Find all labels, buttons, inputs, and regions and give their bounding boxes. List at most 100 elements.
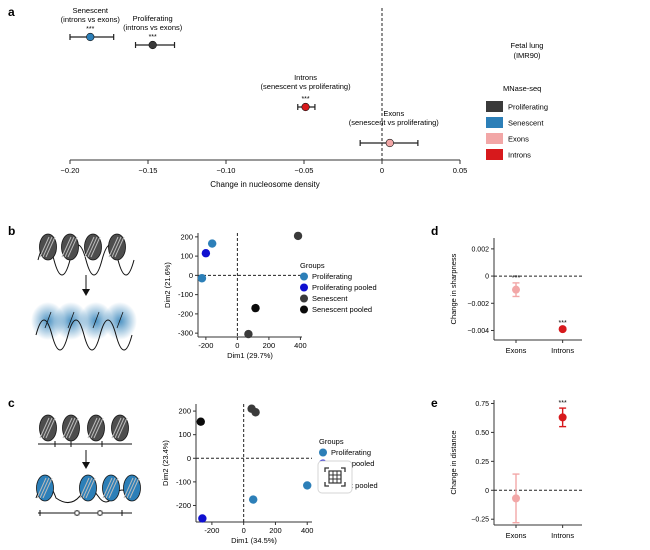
point-a xyxy=(86,32,95,42)
legend-label: Proliferating pooled xyxy=(312,283,377,292)
point-a xyxy=(385,138,394,148)
legend-swatch-a xyxy=(486,117,503,128)
nucleosome-stripe xyxy=(108,236,119,258)
x-tick-label-a: −0.05 xyxy=(295,166,314,175)
x-tick-label: Introns xyxy=(551,531,574,540)
y-tick-label: -100 xyxy=(176,477,191,486)
panel-label-e: e xyxy=(431,396,438,410)
nucleosome-stripe xyxy=(90,236,101,258)
legend-title-a: MNase-seq xyxy=(503,84,541,93)
y-tick-label: 0.002 xyxy=(471,246,489,253)
y-tick-label: 0 xyxy=(485,488,489,495)
nucleosome-stripe xyxy=(90,417,101,439)
point-label-a: Proliferating xyxy=(133,14,173,23)
significance: *** xyxy=(559,320,567,327)
y-tick-label: 100 xyxy=(180,252,193,261)
nucleosome-stripe xyxy=(61,236,72,258)
x-axis-label: Dim1 (34.5%) xyxy=(231,536,277,545)
legend-swatch-a xyxy=(486,101,503,112)
point-label-a: (senescent vs proliferating) xyxy=(261,82,352,91)
gene-marker xyxy=(97,510,103,516)
y-tick-label: 0.50 xyxy=(475,430,489,437)
y-axis-label: Change in sharpness xyxy=(449,253,458,324)
y-tick-label: 0 xyxy=(187,454,191,463)
grid-select-icon[interactable] xyxy=(317,460,353,494)
scatter-point xyxy=(251,408,260,417)
legend-label: rating pooled xyxy=(331,459,374,468)
nucleosome-stripe xyxy=(111,417,122,439)
point-estimate xyxy=(512,285,520,294)
x-tick-label: Exons xyxy=(506,531,527,540)
y-axis-label: Dim2 (23.4%) xyxy=(161,440,170,486)
nucleosome-stripe xyxy=(114,236,125,258)
legend-label: Proliferating xyxy=(331,448,371,457)
significance-a: *** xyxy=(86,26,94,33)
panel-label-b: b xyxy=(8,224,15,238)
scatter-point xyxy=(251,303,260,313)
point-a xyxy=(301,102,310,112)
significance: *** xyxy=(512,275,520,282)
y-tick-label: -300 xyxy=(178,329,193,338)
nucleosome-stripe xyxy=(102,477,113,499)
nucleosome-stripe xyxy=(62,417,73,439)
point-estimate xyxy=(558,325,567,334)
nucleosome-stripe xyxy=(129,477,140,499)
scatter-point xyxy=(303,481,312,490)
legend-swatch-a xyxy=(486,149,503,160)
chart-d-sharpness: 0.002 0 −0.002 −0.004 Exons Introns Change in … xyxy=(449,238,582,355)
nucleosome-stripe xyxy=(67,236,78,258)
point-estimate xyxy=(512,494,520,503)
y-tick-label: 200 xyxy=(180,232,193,241)
nucleosome-stripe xyxy=(87,236,98,258)
dna-strand xyxy=(35,319,133,351)
scatter-point xyxy=(244,329,253,339)
scatter-point xyxy=(201,249,211,258)
nucleosome-stripe xyxy=(65,417,76,439)
nucleosome-stripe xyxy=(42,417,53,439)
point-a xyxy=(148,40,157,50)
nucleosome-stripe xyxy=(45,236,56,258)
legend-label: Senescent pooled xyxy=(312,305,372,314)
scatter-point xyxy=(196,417,205,426)
x-tick-label: -200 xyxy=(198,341,213,350)
x-tick-label: 200 xyxy=(263,341,276,350)
y-axis-label: Change in distance xyxy=(449,430,458,494)
point-label-a: Exons xyxy=(383,109,404,118)
side-title-a: (IMR90) xyxy=(513,51,541,60)
legend-marker xyxy=(300,305,308,314)
nucleosome-stripe xyxy=(45,417,56,439)
chart-e-distance: 0.75 0.50 0.25 0 −0.25 Exons Introns Change in … xyxy=(449,400,582,540)
x-tick-label-a: 0 xyxy=(380,166,384,175)
legend-marker xyxy=(319,448,327,457)
nucleosome-stripe xyxy=(126,477,137,499)
panel-label-c: c xyxy=(8,396,15,410)
x-tick-label: 0 xyxy=(242,526,246,535)
y-tick-label: −0.25 xyxy=(471,517,489,524)
point-label-a: (introns vs exons) xyxy=(61,15,121,24)
legend-label: Senescent xyxy=(312,294,348,303)
legend-label-a: Senescent xyxy=(508,119,544,128)
legend-label: escent pooled xyxy=(331,481,378,490)
panel-label-a: a xyxy=(8,5,15,19)
point-label-a: (introns vs exons) xyxy=(123,23,183,32)
nucleosome-stripe xyxy=(79,477,90,499)
nucleosome-mark xyxy=(92,311,100,329)
y-tick-label: 0.25 xyxy=(475,459,489,466)
nucleosome-stripe xyxy=(42,236,53,258)
side-title-a: Fetal lung xyxy=(511,41,544,50)
nucleosome-stripe xyxy=(85,477,96,499)
legend-marker xyxy=(300,294,308,303)
x-axis-label: Dim1 (29.7%) xyxy=(227,351,273,360)
nucleosome-stripe xyxy=(82,477,93,499)
significance: *** xyxy=(559,400,567,407)
x-tick-label: 400 xyxy=(301,526,314,535)
nucleosome-stripe xyxy=(64,236,75,258)
nucleosome-stripe xyxy=(123,477,134,499)
nucleosome-stripe xyxy=(114,417,125,439)
scatter-point xyxy=(249,495,258,504)
x-tick-label: -200 xyxy=(204,526,219,535)
y-tick-label: 100 xyxy=(178,430,191,439)
nucleosome-stripe xyxy=(36,477,47,499)
nucleosome-mark xyxy=(44,311,52,329)
